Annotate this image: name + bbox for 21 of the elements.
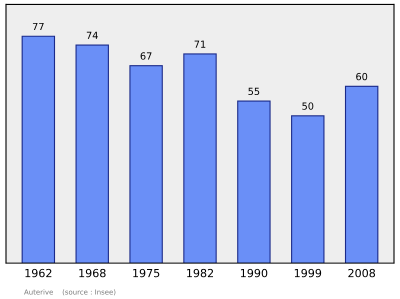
x-tick-label: 1962 bbox=[25, 268, 52, 278]
x-tick-label: 1999 bbox=[294, 268, 322, 278]
x-tick-label: 2008 bbox=[348, 268, 376, 278]
x-tick-label: 1990 bbox=[240, 268, 268, 278]
bar bbox=[344, 86, 378, 264]
bar bbox=[237, 100, 271, 264]
bar bbox=[183, 53, 217, 264]
x-tick-label: 1968 bbox=[79, 268, 106, 278]
data-label: 55 bbox=[248, 88, 260, 96]
bar bbox=[129, 65, 163, 264]
data-label: 74 bbox=[86, 32, 98, 39]
bar bbox=[76, 44, 109, 264]
data-label: 67 bbox=[140, 52, 152, 60]
data-label: 77 bbox=[32, 22, 44, 30]
bar bbox=[291, 115, 324, 264]
bar bbox=[22, 36, 56, 264]
data-label: 50 bbox=[302, 102, 314, 110]
data-label: 71 bbox=[194, 40, 206, 48]
x-tick-label: 1982 bbox=[187, 268, 214, 278]
data-label: 60 bbox=[356, 72, 368, 80]
x-tick-label: 1975 bbox=[133, 268, 160, 278]
